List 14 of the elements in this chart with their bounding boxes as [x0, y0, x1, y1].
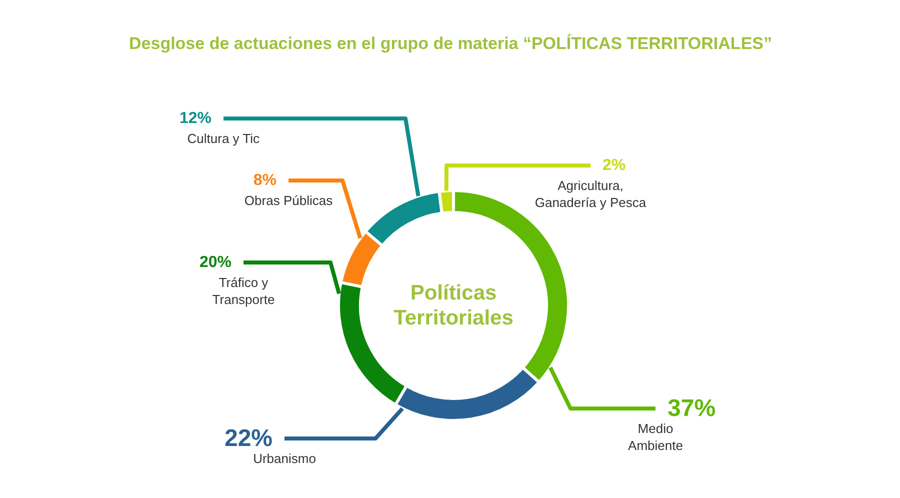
data-label: 22% [224, 425, 273, 452]
data-label: 12% [179, 110, 212, 127]
slice-label: Cultura y Tic [187, 131, 260, 146]
data-label: 37% [668, 395, 716, 422]
chart-title: Desglose de actuaciones en el grupo de materia “POLÍTICAS TERRITORIALES” [129, 33, 772, 53]
text: Políticas Territoriales [394, 282, 514, 330]
slice-label: Agricultura, Ganadería y Pesca [534, 178, 647, 210]
slice-label: Tráfico y Transporte [212, 275, 275, 307]
slice-label: Medio Ambiente [628, 421, 683, 453]
slice-label: Urbanismo [253, 451, 316, 466]
data-label: 8% [253, 172, 276, 189]
data-label: 2% [602, 157, 626, 174]
slice-label: Obras Públicas [244, 193, 334, 208]
data-label: 20% [199, 254, 232, 271]
